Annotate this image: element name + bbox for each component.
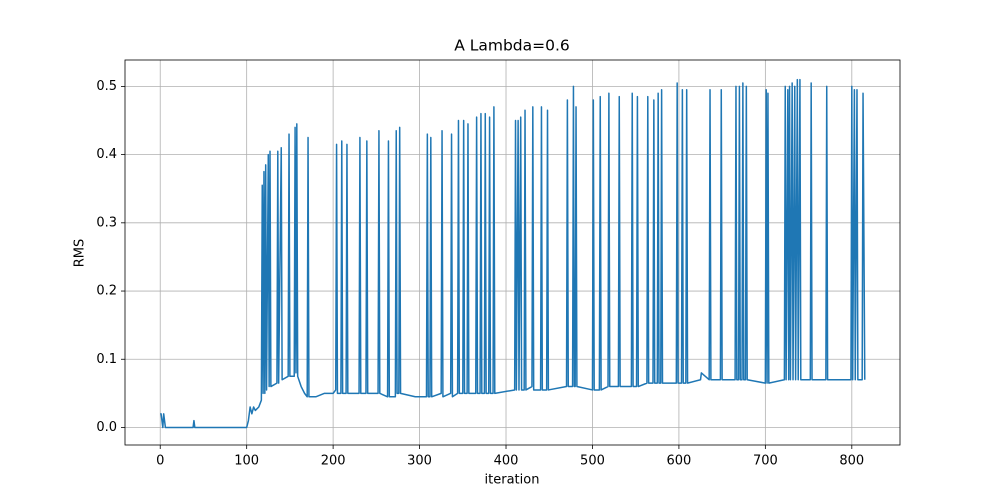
chart-title: A Lambda=0.6 [454,37,570,55]
y-tick-label: 0.3 [96,215,117,230]
data-line [160,78,866,429]
y-tick-label: 0.0 [96,420,117,435]
y-axis-label: RMS [73,239,88,268]
y-tick-label: 0.4 [96,147,117,162]
x-tick-label: 0 [156,454,164,469]
x-tick-label: 300 [407,454,432,469]
x-tick-label: 400 [494,454,519,469]
x-tick-label: 500 [580,454,605,469]
y-tick-label: 0.5 [96,79,117,94]
x-tick-label: 100 [234,454,259,469]
x-tick-label: 700 [753,454,778,469]
y-tick-label: 0.1 [96,352,117,367]
x-tick-label: 600 [666,454,691,469]
x-axis-label: iteration [485,473,540,488]
x-tick-label: 200 [321,454,346,469]
y-tick-label: 0.2 [96,284,117,299]
plot-frame [124,59,901,446]
x-tick-label: 800 [839,454,864,469]
